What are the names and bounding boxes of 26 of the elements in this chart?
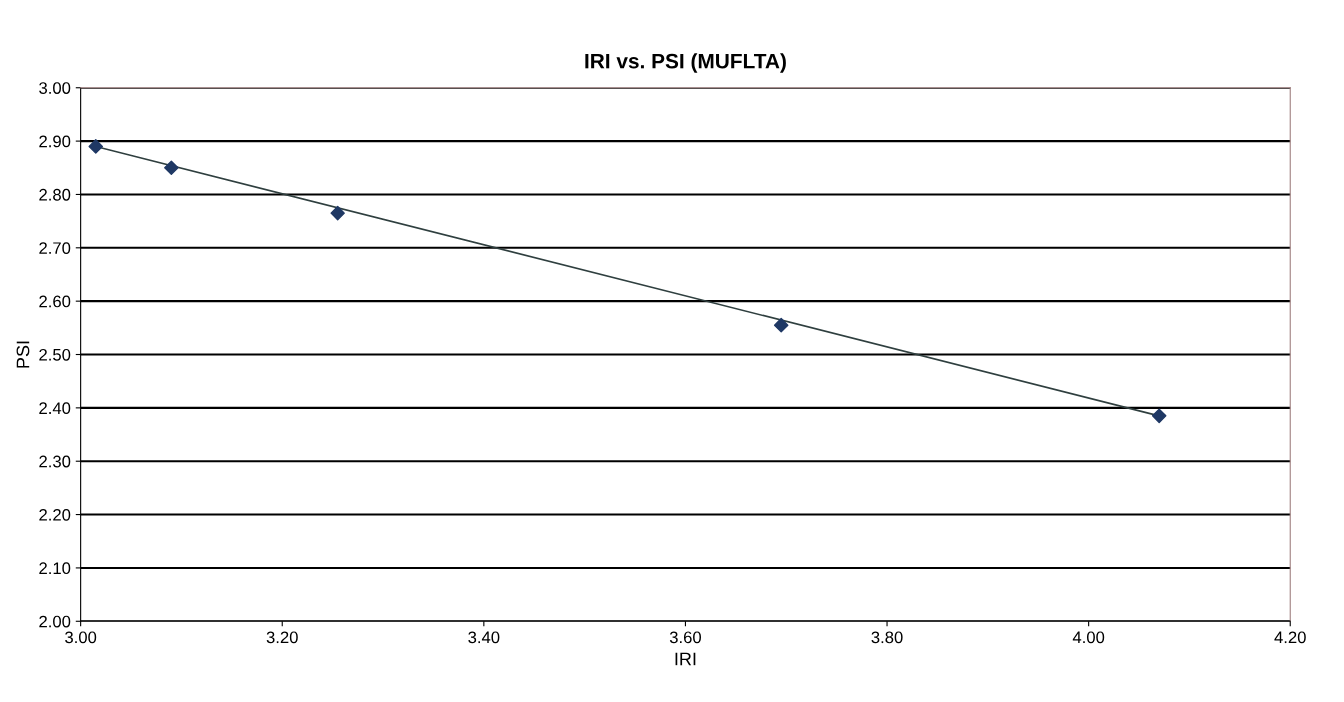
y-tick-label: 2.00 bbox=[39, 615, 71, 628]
x-tick-label: 3.80 bbox=[871, 631, 903, 644]
x-tick-label: 3.40 bbox=[468, 631, 500, 644]
x-tick-label: 3.20 bbox=[266, 631, 298, 644]
point bbox=[773, 317, 789, 333]
x-axis-title: IRI bbox=[675, 652, 696, 666]
x-tick-label: 3.00 bbox=[65, 631, 97, 644]
x-tick-label: 3.60 bbox=[669, 631, 702, 644]
point bbox=[330, 205, 345, 221]
y-tick-label: 2.60 bbox=[39, 295, 71, 308]
y-tick-label: 2.90 bbox=[39, 135, 71, 148]
y-tick-label: 2.30 bbox=[39, 455, 71, 468]
y-tick-label: 3.00 bbox=[39, 82, 71, 94]
chart-title: IRI vs. PSI (MUFLTA) bbox=[585, 53, 786, 73]
y-tick-label: 2.80 bbox=[39, 188, 71, 201]
point bbox=[1151, 408, 1167, 424]
y-tick-label: 2.20 bbox=[39, 508, 71, 521]
y-tick-label: 2.50 bbox=[39, 348, 71, 361]
point bbox=[88, 139, 104, 154]
y-tick-label: 2.10 bbox=[39, 562, 71, 575]
y-tick-label: 2.70 bbox=[39, 242, 71, 255]
y-axis-title: PSI bbox=[16, 341, 30, 368]
point bbox=[164, 160, 179, 176]
y-tick-label: 2.40 bbox=[39, 402, 71, 415]
x-tick-label: 4.20 bbox=[1274, 631, 1306, 644]
x-tick-label: 4.00 bbox=[1072, 631, 1105, 644]
